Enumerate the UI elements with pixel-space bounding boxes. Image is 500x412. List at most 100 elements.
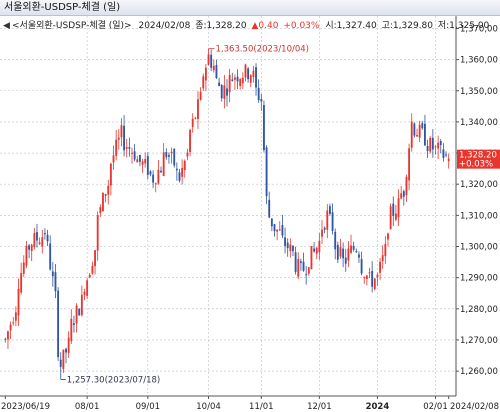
candle-body (360, 259, 363, 274)
y-tick-label: 1,260,00 (460, 367, 498, 377)
candle (437, 135, 440, 159)
candle (281, 214, 284, 239)
candle (373, 277, 376, 291)
candle (265, 145, 268, 205)
candle-body (310, 246, 313, 270)
y-tick-label: 1,290,00 (460, 274, 498, 284)
candle-body (265, 147, 268, 197)
candle (410, 113, 413, 152)
candle-body (154, 183, 157, 185)
candle (125, 138, 128, 158)
candle (233, 74, 236, 91)
candle-body (41, 237, 44, 247)
candle-body (218, 82, 221, 87)
candle (416, 128, 418, 137)
y-tick-label: 1,300,00 (460, 242, 498, 252)
candle (4, 337, 7, 343)
candle-body (358, 254, 360, 258)
candle-body (421, 123, 424, 129)
candle-body (368, 272, 371, 274)
candle (20, 262, 23, 295)
candle-body (197, 99, 199, 119)
price-tag-price: 1,328.20 (459, 151, 497, 161)
candle (12, 316, 15, 326)
candle-body (191, 118, 194, 127)
candle (128, 137, 131, 157)
candle-body (78, 308, 81, 316)
candle-body (117, 137, 120, 140)
candle (321, 220, 323, 244)
candle-body (4, 338, 7, 341)
candle-body (400, 193, 403, 199)
candle (43, 228, 46, 240)
candle (429, 136, 432, 154)
candle-body (241, 77, 244, 84)
candle (204, 63, 207, 92)
low-annotation: 1,257.30(2023/07/18) (67, 375, 160, 385)
candle (387, 232, 389, 247)
candle-body (83, 291, 86, 295)
candle (241, 72, 244, 90)
candle (307, 267, 310, 276)
candle-body (67, 337, 70, 353)
candle-body (233, 77, 236, 80)
candle-body (202, 76, 205, 89)
candle-body (239, 79, 242, 87)
candle (83, 288, 86, 301)
candle-body (223, 85, 226, 99)
candle-body (273, 224, 276, 232)
candle (305, 265, 308, 285)
candle (30, 243, 33, 262)
candle-body (125, 147, 128, 149)
candle-body (70, 318, 73, 342)
candle (25, 241, 28, 269)
candle (120, 118, 123, 147)
candle-body (228, 74, 231, 93)
y-tick-label: 1,350,00 (460, 87, 498, 97)
candle-body (49, 243, 52, 270)
candle (439, 139, 442, 154)
candle-body (410, 121, 413, 148)
candle (115, 129, 118, 161)
candle-body (54, 272, 57, 292)
candle (228, 68, 231, 103)
candle-body (141, 161, 144, 165)
candle (152, 170, 155, 189)
candle (17, 278, 20, 326)
candle-body (405, 176, 408, 196)
candle (131, 147, 133, 164)
candle (339, 238, 342, 259)
candle (7, 330, 9, 349)
candle-body (376, 274, 379, 278)
candle (88, 272, 91, 278)
y-axis: 1,260,00 1,270,00 1,280,00 1,290,00 1,300,00… (456, 24, 498, 377)
candle (199, 87, 202, 101)
candle-body (115, 139, 118, 156)
info-open: 시:1,327.40 (325, 20, 377, 31)
candle (223, 74, 226, 109)
candle (178, 168, 181, 183)
candle-body (204, 67, 207, 81)
candle-body (321, 229, 323, 237)
candle-body (387, 233, 389, 240)
candle (336, 241, 339, 264)
candle-body (389, 206, 392, 230)
candle (310, 245, 313, 270)
candle-body (276, 229, 279, 232)
candle (394, 204, 397, 222)
candle-body (431, 137, 434, 150)
candle (276, 229, 279, 241)
candle-body (255, 67, 257, 88)
candle-body (424, 123, 426, 146)
candle-body (51, 271, 54, 277)
info-change: ▲0.40 (251, 21, 278, 31)
candle-body (62, 349, 65, 370)
candle-body (199, 91, 202, 100)
candle (36, 223, 38, 248)
info-date: 2024/02/08 (138, 21, 190, 31)
candle-body (131, 152, 133, 154)
candle (181, 159, 184, 185)
candle-body (109, 163, 112, 186)
candle-body (107, 185, 110, 195)
